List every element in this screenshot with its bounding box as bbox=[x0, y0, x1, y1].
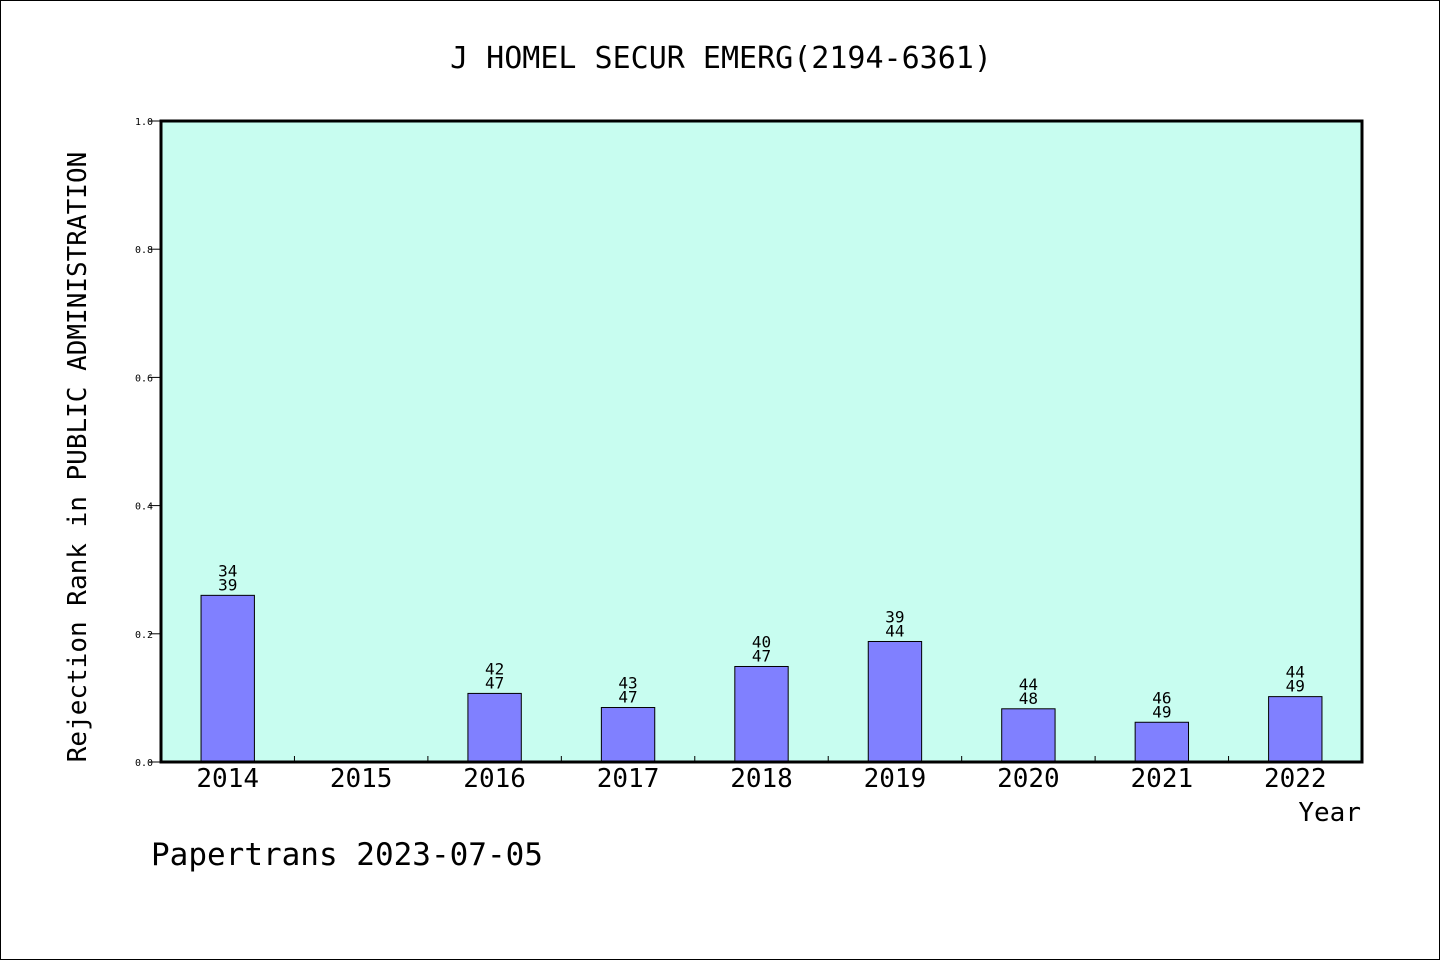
bar-label-top-2019: 39 bbox=[885, 607, 904, 626]
plot-border bbox=[159, 119, 1364, 764]
x-tick-label-2019: 2019 bbox=[864, 764, 927, 794]
chart-title: J HOMEL SECUR EMERG(2194-6361) bbox=[450, 41, 992, 76]
y-tick-label: 1.0 bbox=[135, 117, 153, 128]
y-axis-label: Rejection Rank in PUBLIC ADMINISTRATION bbox=[63, 152, 93, 762]
footer-credit: Papertrans 2023-07-05 bbox=[151, 837, 543, 873]
bar-label-top-2014: 34 bbox=[218, 561, 237, 580]
bar-2021 bbox=[1134, 721, 1190, 763]
bar-2020 bbox=[1001, 708, 1056, 763]
x-tick-label-2017: 2017 bbox=[597, 764, 660, 794]
bar-label-top-2018: 40 bbox=[752, 632, 771, 651]
bar-label-bottom-2017: 47 bbox=[618, 688, 637, 707]
bar-label-top-2021: 46 bbox=[1152, 688, 1171, 707]
bar-2018 bbox=[734, 665, 789, 763]
bar-2017 bbox=[600, 707, 656, 763]
bar-label-top-2016: 42 bbox=[485, 659, 504, 678]
bar-label-bottom-2021: 49 bbox=[1152, 702, 1171, 721]
x-tick-label-2020: 2020 bbox=[997, 764, 1060, 794]
bar-label-top-2020: 44 bbox=[1019, 675, 1038, 694]
x-tick-label-2018: 2018 bbox=[730, 764, 793, 794]
bar-2014 bbox=[200, 594, 255, 763]
bar-label-bottom-2022: 49 bbox=[1286, 677, 1305, 696]
y-tick-label: 0.2 bbox=[135, 630, 153, 641]
x-tick-label-2021: 2021 bbox=[1131, 764, 1194, 794]
x-tick-label-2016: 2016 bbox=[463, 764, 526, 794]
bar-2019 bbox=[867, 640, 923, 763]
x-tick-label-2014: 2014 bbox=[196, 764, 259, 794]
y-tick-label: 0.8 bbox=[135, 245, 153, 256]
y-tick-label: 0.0 bbox=[135, 758, 153, 769]
y-tick-label: 0.4 bbox=[135, 502, 153, 513]
bar-label-bottom-2018: 47 bbox=[752, 646, 771, 665]
bar-label-top-2022: 44 bbox=[1286, 663, 1305, 682]
bars bbox=[200, 594, 1323, 763]
bar-label-bottom-2014: 39 bbox=[218, 575, 237, 594]
x-axis-ticks: 2014 2015 2016 2017 2018 2019 2020 2021 2022 bbox=[196, 756, 1327, 794]
bar-2022 bbox=[1268, 696, 1323, 763]
bar-label-bottom-2019: 44 bbox=[885, 621, 904, 640]
x-tick-label-2015: 2015 bbox=[330, 764, 393, 794]
bar-2016 bbox=[467, 692, 522, 763]
bar-label-bottom-2020: 48 bbox=[1019, 689, 1038, 708]
x-tick-label-2022: 2022 bbox=[1264, 764, 1327, 794]
y-axis-ticks: 0.0 0.2 0.4 0.6 0.8 1.0 bbox=[135, 117, 161, 769]
x-axis-label: Year bbox=[1298, 798, 1361, 828]
y-tick-label: 0.6 bbox=[135, 373, 153, 384]
bar-label-bottom-2016: 47 bbox=[485, 673, 504, 692]
plot-area bbox=[161, 121, 1362, 762]
bar-label-top-2017: 43 bbox=[618, 674, 637, 693]
